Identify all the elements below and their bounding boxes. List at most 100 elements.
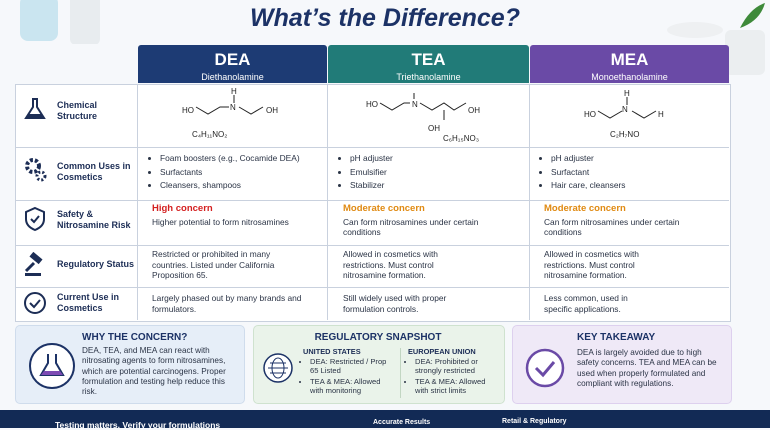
column-header: MEA Monoethanolamine — [530, 45, 729, 83]
uses-list: pH adjuster Surfactant Hair care, cleanser… — [541, 153, 721, 191]
row-divider — [15, 287, 729, 288]
row-divider — [15, 147, 729, 148]
row-divider — [15, 245, 729, 246]
regulatory-cell: Allowed in cosmetics with restrictions. … — [544, 249, 639, 280]
atom: OH — [428, 124, 440, 133]
atom: N — [412, 100, 418, 109]
safety-cell: High concern Higher potential to form ni… — [152, 203, 317, 227]
use-item: Stabilizer — [350, 180, 520, 191]
row-divider — [15, 200, 729, 201]
uses-list: pH adjuster Emulsifier Stabilizer — [340, 153, 520, 191]
safety-text: Can form nitrosamines under certain cond… — [343, 216, 479, 238]
atom: OH — [468, 106, 480, 115]
safety-text: Can form nitrosamines under certain cond… — [544, 216, 680, 238]
region-divider — [400, 348, 401, 398]
column-full-name: Monoethanolamine — [591, 72, 668, 82]
takeaway-check-icon — [525, 348, 565, 388]
panel-text: DEA is largely avoided due to high safet… — [577, 348, 717, 388]
regulatory-panel — [253, 325, 505, 404]
atom: HO — [182, 106, 194, 115]
beaker-icon — [29, 343, 75, 389]
region-list: DEA: Prohibited or strongly restricted T… — [406, 357, 501, 395]
formula: C₂H₇NO — [610, 130, 639, 139]
region-item: DEA: Restricted / Prop 65 Listed — [310, 357, 396, 375]
concern-level: Moderate concern — [343, 203, 425, 214]
uses-cell: pH adjuster Surfactant Hair care, cleanser… — [541, 153, 721, 194]
region-item: TEA & MEA: Allowed with strict limits — [415, 377, 501, 395]
use-item: pH adjuster — [551, 153, 721, 164]
shield-icon — [25, 206, 45, 232]
region-item: TEA & MEA: Allowed with monitoring — [310, 377, 396, 395]
formula: C₆H₁₅NO₃ — [443, 134, 479, 143]
dea-structure: HO N H OH C₄H₁₁NO₂ — [182, 87, 278, 139]
atom: H — [658, 110, 664, 119]
footer-text: Retail & Regulatory — [502, 418, 567, 425]
atom: N — [230, 103, 236, 112]
safety-text: Higher potential to form nitrosamines — [152, 216, 289, 227]
use-item: Hair care, cleansers — [551, 180, 721, 191]
footer: Testing matters. Verify your formulation… — [0, 410, 770, 430]
column-divider — [137, 84, 138, 320]
column-full-name: Diethanolamine — [201, 72, 264, 82]
region-cell: DEA: Prohibited or strongly restricted T… — [406, 357, 501, 395]
globe-icon — [263, 353, 293, 383]
row-label: Safety & Nitrosamine Risk — [57, 209, 131, 230]
footer-text: Accurate Results — [373, 419, 431, 426]
row-label: Common Uses in Cosmetics — [57, 161, 131, 182]
uses-cell: pH adjuster Emulsifier Stabilizer — [340, 153, 520, 194]
column-name: TEA — [411, 50, 446, 69]
panel-title: KEY TAKEAWAY — [577, 332, 656, 343]
use-item: Emulsifier — [350, 167, 520, 178]
gears-icon — [25, 158, 47, 182]
panel-title: WHY THE CONCERN? — [82, 332, 188, 343]
row-label: Current Use in Cosmetics — [57, 292, 120, 313]
region-title: EUROPEAN UNION — [408, 347, 476, 356]
panel-title: REGULATORY SNAPSHOT — [314, 332, 442, 343]
use-item: Surfactant — [551, 167, 721, 178]
formula: C₄H₁₁NO₂ — [192, 130, 227, 139]
mea-structure: H N HO H C₂H₇NO — [584, 89, 664, 139]
region-item: DEA: Prohibited or strongly restricted — [415, 357, 501, 375]
title: What’s the Difference? — [250, 4, 520, 32]
decor-jar — [667, 3, 765, 75]
flask-icon — [24, 98, 46, 119]
row-label: Regulatory Status — [57, 259, 135, 269]
current-use-cell: Less common, used in specific applicatio… — [544, 293, 628, 314]
column-name: DEA — [214, 50, 251, 69]
safety-cell: Moderate concern Can form nitrosamines u… — [343, 203, 493, 238]
column-header: TEA Triethanolamine — [328, 45, 529, 83]
atom: N — [622, 105, 628, 114]
safety-cell: Moderate concern Can form nitrosamines u… — [544, 203, 694, 238]
tea-structure: HO N OH OH C₆H₁₅NO₃ — [366, 93, 480, 143]
current-use-cell: Largely phased out by many brands and fo… — [152, 293, 302, 314]
region-cell: DEA: Restricted / Prop 65 Listed TEA & M… — [301, 357, 396, 395]
panel-text: DEA, TEA, and MEA can react with nitrosa… — [82, 346, 226, 397]
uses-cell: Foam boosters (e.g., Cocamide DEA) Surfac… — [150, 153, 320, 194]
atom: H — [231, 87, 237, 96]
concern-level: High concern — [152, 203, 213, 214]
atom: H — [624, 89, 630, 98]
regulatory-cell: Allowed in cosmetics with restrictions. … — [343, 249, 438, 280]
uses-list: Foam boosters (e.g., Cocamide DEA) Surfac… — [150, 153, 320, 191]
use-item: Surfactants — [160, 167, 320, 178]
region-title: UNITED STATES — [303, 347, 361, 356]
comparison-table — [15, 84, 731, 322]
atom: HO — [366, 100, 378, 109]
use-item: pH adjuster — [350, 153, 520, 164]
atom: HO — [584, 110, 596, 119]
column-divider — [529, 84, 530, 320]
concern-level: Moderate concern — [544, 203, 626, 214]
region-list: DEA: Restricted / Prop 65 Listed TEA & M… — [301, 357, 396, 395]
use-item: Cleansers, shampoos — [160, 180, 320, 191]
footer-text: Testing matters. Verify your formulation… — [55, 420, 221, 430]
decor-bottles — [20, 0, 100, 44]
column-header: DEA Diethanolamine — [138, 45, 327, 83]
column-full-name: Triethanolamine — [396, 72, 461, 82]
column-name: MEA — [610, 50, 649, 69]
atom: OH — [266, 106, 278, 115]
column-divider — [327, 84, 328, 320]
gavel-icon — [24, 252, 43, 276]
use-item: Foam boosters (e.g., Cocamide DEA) — [160, 153, 320, 164]
